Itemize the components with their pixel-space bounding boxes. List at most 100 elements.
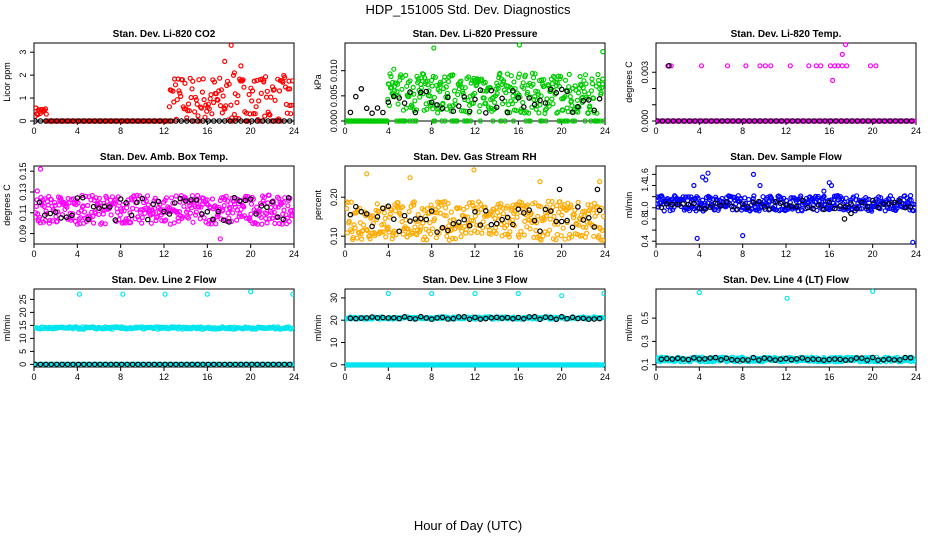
data-point [196, 77, 202, 83]
hourly-point [663, 355, 670, 362]
hourly-point [275, 118, 282, 124]
data-point [821, 188, 827, 194]
data-point [695, 195, 701, 201]
hourly-point [243, 361, 250, 368]
data-point [451, 88, 457, 94]
hourly-point [90, 203, 97, 210]
data-point [471, 90, 478, 97]
panel-3: Stan. Dev. Li-820 Temp. degrees C 0 4 8 12 16 2… [624, 29, 921, 136]
x-tick-label: 20 [557, 372, 567, 382]
hourly-point [221, 361, 228, 368]
data-point [516, 71, 523, 77]
hourly-point [526, 207, 533, 213]
hourly-point [97, 361, 103, 368]
hourly-point [151, 118, 158, 124]
hourly-point [220, 217, 227, 224]
data-point [560, 107, 566, 113]
data-point [176, 209, 182, 215]
hourly-point [369, 110, 375, 117]
hourly-point [723, 355, 730, 362]
hourly-point [118, 118, 125, 124]
x-tick-label: 12 [781, 372, 791, 382]
data-point [483, 100, 489, 106]
data-point [467, 93, 473, 99]
data-point [271, 209, 277, 215]
hourly-point [697, 118, 704, 124]
data-point [392, 208, 399, 214]
hourly-point [896, 357, 903, 363]
hourly-point [815, 356, 822, 363]
data-point [222, 58, 228, 65]
x-tick-label: 8 [429, 249, 434, 259]
x-tick-label: 12 [470, 126, 480, 136]
data-point [458, 234, 464, 240]
hourly-point [249, 361, 255, 368]
hourly-point [352, 203, 359, 210]
hourly-point [558, 86, 565, 93]
hourly-point [842, 357, 849, 363]
data-point [581, 89, 588, 95]
hourly-point [477, 222, 484, 228]
hourly-point [767, 118, 774, 124]
data-point [500, 205, 506, 211]
data-point [465, 97, 471, 104]
hourly-point [64, 118, 71, 124]
data-point [189, 193, 195, 199]
data-point [501, 78, 507, 84]
data-point [394, 81, 401, 87]
hourly-point [707, 355, 714, 361]
data-point [572, 83, 578, 89]
hourly-point [472, 96, 478, 103]
data-point [478, 201, 484, 207]
data-point [388, 73, 394, 80]
data-point [575, 90, 582, 96]
data-point [213, 90, 219, 97]
hourly-point [537, 316, 543, 323]
hourly-point [232, 118, 239, 124]
hourly-point [897, 118, 904, 124]
hourly-point [70, 118, 76, 124]
hourly-point [193, 197, 200, 203]
hourly-point [445, 94, 451, 101]
data-point [488, 231, 494, 237]
panel-title: Stan. Dev. Gas Stream RH [413, 152, 536, 163]
y-tick-label: 0.005 [329, 85, 339, 108]
hourly-point [789, 118, 796, 124]
data-point [699, 197, 706, 203]
data-point [90, 220, 97, 226]
data-point [248, 289, 254, 295]
hourly-point [515, 95, 522, 101]
x-tick-label: 4 [75, 372, 80, 382]
data-point [378, 229, 384, 235]
hourly-point [347, 109, 354, 116]
data-point [534, 97, 540, 103]
hourly-point [772, 357, 779, 363]
data-point [434, 210, 440, 216]
hourly-point [461, 94, 468, 100]
data-point [757, 182, 763, 189]
data-point [257, 208, 263, 214]
data-point [740, 233, 746, 239]
data-point [54, 218, 60, 224]
data-point [600, 213, 605, 219]
hourly-point [58, 215, 64, 221]
data-point [271, 86, 277, 93]
data-point [435, 110, 441, 116]
y-axis-label: Licor ppm [2, 62, 12, 102]
hourly-point [275, 361, 282, 368]
hourly-point [146, 361, 152, 368]
hourly-point [510, 88, 516, 94]
hourly-point [691, 200, 697, 207]
data-point [433, 82, 440, 88]
data-point [410, 118, 416, 124]
hourly-point [692, 118, 698, 124]
data-point [550, 236, 557, 242]
hourly-point [843, 118, 850, 124]
hourly-point [237, 198, 243, 204]
hourly-point [745, 357, 751, 363]
x-tick-label: 0 [653, 249, 658, 259]
hourly-point [363, 211, 370, 217]
hourly-point [542, 206, 549, 213]
data-point [422, 213, 428, 219]
x-tick-label: 24 [911, 126, 921, 136]
